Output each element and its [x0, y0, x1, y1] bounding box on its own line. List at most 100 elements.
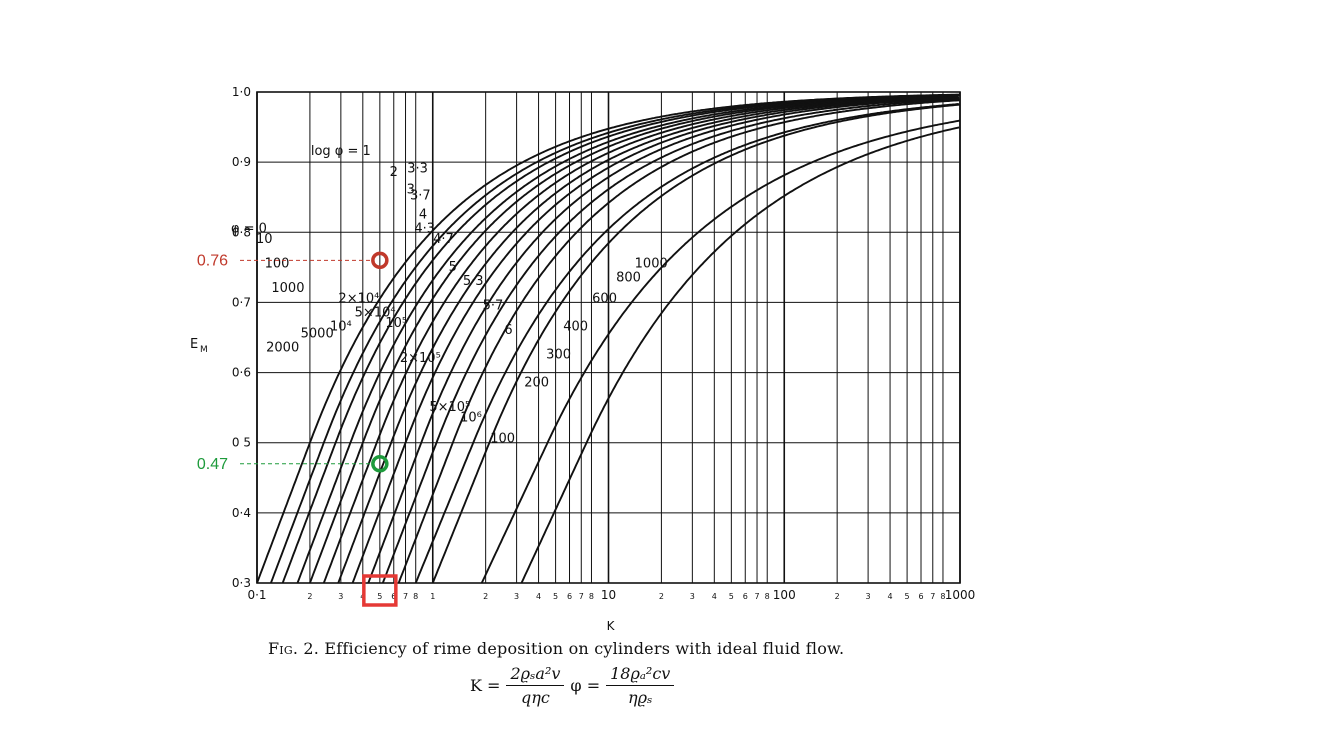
- efficiency-curve: [367, 97, 959, 583]
- curve-label: 3·3: [407, 162, 428, 177]
- x-tick-label: 4: [712, 592, 717, 601]
- curve-label: 5×10⁵: [429, 400, 470, 415]
- x-tick-label: 100: [773, 588, 796, 602]
- x-tick-label: 8: [940, 592, 945, 601]
- x-tick-label: 6: [567, 592, 572, 601]
- curve-label: 600: [592, 291, 617, 306]
- formula-phi-fraction: 18ϱₐ²cv ηϱₛ: [606, 664, 675, 707]
- curve-label: log φ = 1: [311, 144, 371, 159]
- x-tick-label: 5: [729, 592, 734, 601]
- formula-phi-numerator: 18ϱₐ²cv: [606, 664, 675, 686]
- highlighted-tick-box: [362, 574, 398, 607]
- y-axis-label-subscript: M: [200, 345, 208, 355]
- plot-frame: [256, 91, 961, 584]
- efficiency-curve: [414, 103, 959, 583]
- curve-label: 1000: [271, 281, 304, 296]
- curve-label: 800: [616, 270, 641, 285]
- curve-label: 6: [504, 323, 512, 338]
- grid: [256, 91, 961, 584]
- curve-label: 3·7: [410, 188, 431, 203]
- x-tick-label: 7: [930, 592, 935, 601]
- y-axis-label: E: [190, 337, 198, 352]
- curve-label: 100: [265, 256, 290, 271]
- curve-label: 2×10⁴: [338, 291, 379, 306]
- x-tick-label: 5: [553, 592, 558, 601]
- efficiency-curve: [381, 98, 960, 583]
- y-tick-label: 0·8: [232, 225, 251, 239]
- axes: 0·1 2 3 4 5 6 7 8 1 2 3 4 5 6 7 8 10 2 3 4 5 6 7 8 100 2 3 4 5 6 7 8 100…: [190, 85, 975, 633]
- annotations: 0.76 0.47: [197, 251, 398, 607]
- curve-label: 10⁴: [330, 319, 352, 334]
- formula-k-fraction: 2ϱₛa²v qηc: [506, 664, 565, 707]
- x-tick-label: 7: [403, 592, 408, 601]
- figure-number: Fig. 2.: [268, 639, 320, 658]
- x-tick-label: 3: [514, 592, 519, 601]
- x-tick-label: 3: [338, 592, 343, 601]
- x-tick-label: 8: [413, 592, 418, 601]
- figure-caption: Fig. 2. Efficiency of rime deposition on…: [268, 639, 844, 658]
- x-tick-label: 6: [918, 592, 923, 601]
- curve-label: 10: [256, 232, 273, 247]
- formula: K = 2ϱₛa²v qηc φ = 18ϱₐ²cv ηϱₛ: [470, 664, 675, 707]
- formula-phi-denominator: ηϱₛ: [628, 688, 653, 707]
- figure-caption-text: Efficiency of rime deposition on cylinde…: [324, 639, 845, 658]
- y-tick-label: 0 5: [232, 436, 251, 450]
- curve-label: 2000: [266, 341, 299, 356]
- efficiency-curve: [322, 95, 959, 583]
- curve-label: 5×10⁴: [355, 305, 396, 320]
- y-tick-label: 0·4: [232, 506, 251, 520]
- x-tick-label: 3: [866, 592, 871, 601]
- x-tick-label: 4: [888, 592, 893, 601]
- annotation-value-label: 0.47: [197, 456, 228, 473]
- x-tick-label: 0·1: [247, 588, 266, 602]
- efficiency-curve: [520, 126, 960, 583]
- x-tick-label: 5: [377, 592, 382, 601]
- y-tick-label: 1·0: [232, 85, 251, 99]
- curve-label: 4: [419, 207, 427, 222]
- curve-label: 5·3: [463, 274, 484, 289]
- curve-label: φ = 0: [231, 221, 267, 236]
- x-tick-label: 10: [601, 588, 616, 602]
- x-tick-label: 7: [579, 592, 584, 601]
- y-tick-label: 0·7: [232, 295, 251, 309]
- y-tick-label: 0·9: [232, 155, 251, 169]
- x-tick-label: 8: [765, 592, 770, 601]
- x-tick-label: 5: [905, 592, 910, 601]
- curve-label: 1000: [635, 256, 668, 271]
- formula-k-lhs: K =: [470, 676, 501, 695]
- efficiency-curve: [480, 119, 960, 583]
- formula-phi-lhs: φ =: [570, 676, 601, 695]
- x-tick-label: 8: [589, 592, 594, 601]
- x-tick-label: 3: [690, 592, 695, 601]
- efficiency-curve: [351, 96, 960, 583]
- y-tick-label: 0·6: [232, 366, 251, 380]
- formula-k-numerator: 2ϱₛa²v: [506, 664, 565, 686]
- annotation-value-label: 0.76: [197, 252, 228, 269]
- annotation-marker: [371, 455, 389, 473]
- curve-label: 2: [390, 165, 398, 180]
- efficiency-curve: [281, 94, 960, 583]
- curve-label: 4·7: [433, 232, 454, 247]
- x-axis-label: K: [607, 619, 616, 633]
- curve-label: 200: [524, 376, 549, 391]
- x-tick-label: 2: [483, 592, 488, 601]
- curve-label: 5: [449, 260, 457, 275]
- x-tick-label: 6: [743, 592, 748, 601]
- x-tick-label: 2: [659, 592, 664, 601]
- x-tick-label: 7: [754, 592, 759, 601]
- efficiency-curve: [431, 103, 960, 583]
- curve-label: 5000: [301, 327, 334, 342]
- efficiency-curve: [397, 99, 960, 583]
- x-tick-label: 6: [391, 592, 396, 601]
- curve-labels: log φ = 1 23 3·3 3·7 44·34·7 5 5·3 5·76 φ = 010 1…: [231, 144, 668, 447]
- curve-label: 10⁵: [385, 316, 407, 331]
- curve-label: 2×10⁵: [400, 351, 441, 366]
- curve-label: 4·3: [414, 221, 435, 236]
- formula-k-denominator: qηc: [521, 688, 550, 707]
- curve-label: 10⁶: [460, 411, 482, 426]
- curve-label: 5·7: [483, 298, 504, 313]
- curve-label: 3: [407, 183, 415, 198]
- efficiency-curve: [337, 95, 959, 583]
- x-tick-label: 1: [430, 592, 435, 601]
